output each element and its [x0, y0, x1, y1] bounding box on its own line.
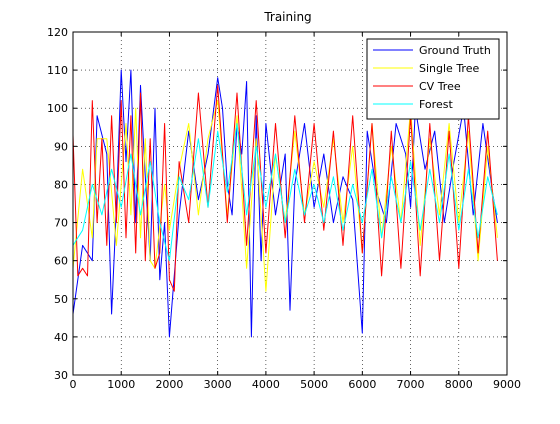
legend: Ground Truth Single Tree CV Tree Forest: [366, 38, 500, 120]
x-tick-label: 1000: [107, 378, 135, 391]
plot-area: [72, 69, 498, 338]
y-tick-label: 30: [54, 369, 68, 382]
x-tick-label: 0: [70, 378, 77, 391]
series-line-4: [72, 123, 498, 262]
legend-label: Ground Truth: [419, 44, 491, 57]
y-tick-label: 50: [54, 293, 68, 306]
legend-label: CV Tree: [419, 80, 461, 93]
x-tick-label: 4000: [252, 378, 280, 391]
y-tick-label: 110: [47, 64, 68, 77]
x-tick-label: 3000: [204, 378, 232, 391]
chart-title: Training: [263, 10, 311, 24]
series-line-1: [72, 69, 498, 338]
legend-label: Forest: [419, 98, 453, 111]
y-tick-label: 60: [54, 255, 68, 268]
y-tick-label: 100: [47, 102, 68, 115]
series-line-2: [72, 100, 498, 292]
y-tick-label: 70: [54, 217, 68, 230]
y-tick-label: 40: [54, 331, 68, 344]
legend-label: Single Tree: [419, 62, 479, 75]
y-tick-label: 90: [54, 140, 68, 153]
x-tick-label: 7000: [397, 378, 425, 391]
x-tick-label: 8000: [445, 378, 473, 391]
x-tick-label: 2000: [155, 378, 183, 391]
x-tick-label: 5000: [300, 378, 328, 391]
axes-box: [72, 31, 508, 376]
x-tick-label: 6000: [348, 378, 376, 391]
y-tick-label: 120: [47, 26, 68, 39]
x-tick-label: 9000: [493, 378, 521, 391]
y-tick-label: 80: [54, 178, 68, 191]
ticks: 0 1000 2000 3000 4000 5000 6000 7000 8000 9000 30 4…: [47, 26, 521, 391]
legend-box: [366, 38, 500, 120]
